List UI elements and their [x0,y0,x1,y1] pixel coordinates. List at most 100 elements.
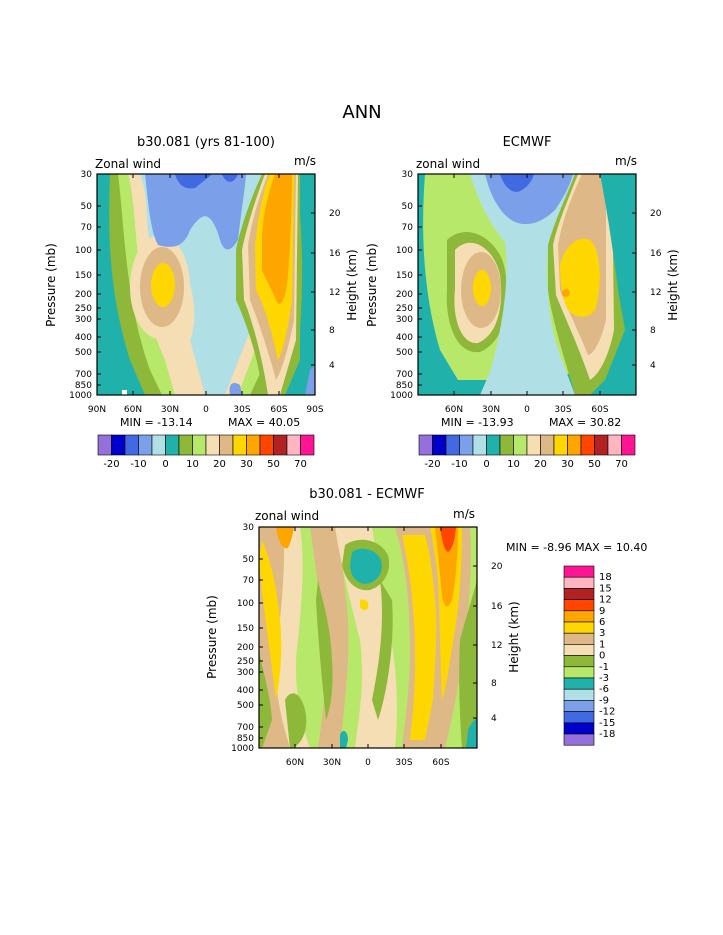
colorbar-swatch [138,434,153,456]
lat-tick-label: 60S [432,758,449,768]
colorbar-swatch [563,688,595,701]
lat-tick-label: 90N [88,405,106,415]
page-title: ANN [342,102,381,123]
panel-model-contours [97,174,315,395]
height-tick-label: 20 [491,562,503,572]
panel-diff-contours [259,527,477,748]
pressure-tick-label: 250 [237,657,254,667]
pressure-tick-label: 400 [75,333,92,343]
height-tick-label: 16 [329,249,341,259]
colorbar-swatch [165,434,180,456]
colorbar-label: 9 [599,606,605,617]
colorbar-swatch [563,632,595,645]
height-tick-label: 12 [650,288,661,298]
lat-tick-label: 30N [323,758,341,768]
pressure-tick-label: 70 [81,223,93,233]
panel-diff: b30.081 - ECMWF zonal wind m/s [205,487,647,768]
colorbar-label: -20 [103,459,119,470]
pressure-tick-label: 500 [396,348,413,358]
lat-tick-label: 30S [233,405,250,415]
pressure-tick-label: 30 [81,170,93,180]
colorbar-swatch [286,434,301,456]
pressure-tick-label: 50 [243,555,255,565]
pressure-tick-label: 1000 [231,744,254,754]
colorbar-swatch [580,434,595,456]
colorbar-obs: -20 -10 0 10 20 30 50 70 [418,434,636,470]
colorbar-obs-swatches [418,434,636,456]
height-tick-label: 8 [650,326,656,336]
colorbar-label: -10 [451,459,467,470]
colorbar-swatch [563,644,595,656]
panel-obs-contours [418,174,636,395]
colorbar-label: 0 [599,651,605,662]
panel-diff-x-ticks: 60N 30N 0 30S 60S [286,758,450,768]
height-tick-label: 20 [329,209,341,219]
colorbar-swatch [540,434,555,456]
pressure-tick-label: 700 [396,370,413,380]
colorbar-swatch [526,434,541,456]
panel-model-x-ticks: 90N 60N 30N 0 30S 60S 90S [88,405,324,415]
pressure-tick-label: 150 [237,624,254,634]
colorbar-swatch [563,610,595,623]
panel-diff-y-ticks: 30 50 70 100 150 200 250 300 400 500 700… [231,523,254,754]
panel-model-field-label: Zonal wind [95,157,161,171]
colorbar-label: 15 [599,583,612,594]
panel-diff-field-label: zonal wind [255,509,319,523]
colorbar-label: -6 [599,684,609,695]
panel-diff-ylabel: Pressure (mb) [205,595,219,679]
colorbar-swatch [111,434,126,456]
colorbar-model-labels: -20 -10 0 10 20 30 50 70 [103,459,307,470]
pressure-tick-label: 850 [75,381,92,391]
colorbar-swatch [563,722,595,735]
pressure-tick-label: 300 [75,315,92,325]
lat-tick-label: 60N [124,405,142,415]
panel-obs-height-ticks: 20 16 12 8 4 [650,209,662,371]
colorbar-swatch [432,434,447,456]
colorbar-label: 50 [267,459,280,470]
pressure-tick-label: 50 [81,202,93,212]
colorbar-label: 10 [186,459,199,470]
colorbar-label: -10 [130,459,146,470]
colorbar-swatch [499,434,514,456]
panel-model-ylabel: Pressure (mb) [44,243,58,327]
lat-tick-label: 30S [554,405,571,415]
colorbar-label: -15 [599,718,615,729]
colorbar-swatch [192,434,207,456]
panel-diff-units: m/s [453,507,475,521]
pressure-tick-label: 150 [75,271,92,281]
colorbar-label: 50 [588,459,601,470]
pressure-tick-label: 500 [75,348,92,358]
panel-obs-ylabel-right: Height (km) [666,249,680,320]
colorbar-swatch [567,434,582,456]
lat-tick-label: 30N [161,405,179,415]
colorbar-swatch [124,434,139,456]
colorbar-label: 30 [240,459,253,470]
colorbar-swatch [445,434,460,456]
colorbar-swatch [594,434,609,456]
height-tick-label: 4 [650,361,656,371]
colorbar-label: 18 [599,572,612,583]
pressure-tick-label: 250 [396,304,413,314]
pressure-tick-label: 250 [75,304,92,314]
height-tick-label: 12 [329,288,340,298]
pressure-tick-label: 300 [396,315,413,325]
colorbar-diff-swatches [563,565,595,746]
panel-model-tick-marks [97,174,315,395]
pressure-tick-label: 400 [237,686,254,696]
pressure-tick-label: 70 [243,576,255,586]
colorbar-label: 0 [162,459,168,470]
colorbar-swatch [205,434,220,456]
lat-tick-label: 30N [482,405,500,415]
colorbar-swatch [259,434,274,456]
colorbar-swatch [232,434,247,456]
panel-model-units: m/s [294,154,316,168]
colorbar-swatch [607,434,622,456]
panel-model-y-ticks: 30 50 70 100 150 200 250 300 400 500 700… [69,170,92,401]
colorbar-swatch [563,666,595,679]
colorbar-swatch [97,434,112,456]
colorbar-swatch [418,434,433,456]
colorbar-label: 1 [599,639,605,650]
panel-diff-ylabel-right: Height (km) [507,601,521,672]
pressure-tick-label: 30 [243,523,255,533]
colorbar-swatch [563,576,595,589]
